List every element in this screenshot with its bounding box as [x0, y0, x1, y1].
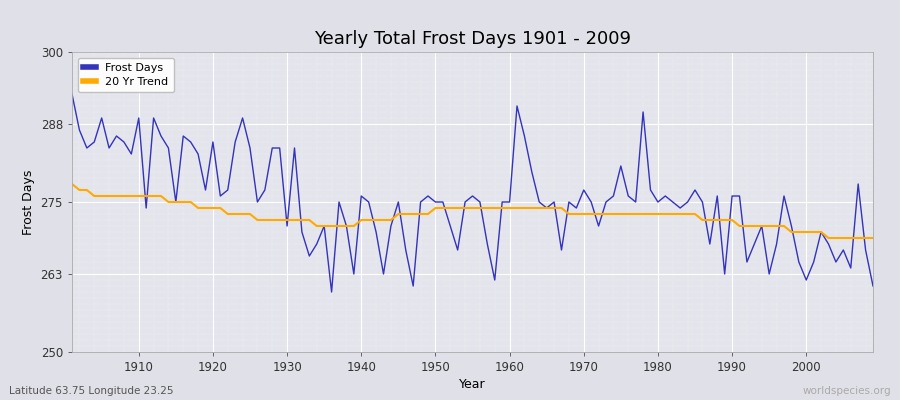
- 20 Yr Trend: [289, 218, 300, 222]
- 20 Yr Trend: [593, 212, 604, 216]
- Frost Days: [289, 146, 300, 150]
- Text: worldspecies.org: worldspecies.org: [803, 386, 891, 396]
- Frost Days: [868, 284, 878, 288]
- 20 Yr Trend: [126, 194, 137, 198]
- 20 Yr Trend: [497, 206, 508, 210]
- 20 Yr Trend: [334, 224, 345, 228]
- Frost Days: [341, 224, 352, 228]
- Y-axis label: Frost Days: Frost Days: [22, 169, 35, 235]
- Frost Days: [600, 200, 611, 204]
- Line: Frost Days: Frost Days: [72, 94, 873, 292]
- 20 Yr Trend: [868, 236, 878, 240]
- 20 Yr Trend: [67, 182, 77, 186]
- X-axis label: Year: Year: [459, 378, 486, 391]
- Frost Days: [126, 152, 137, 156]
- 20 Yr Trend: [824, 236, 834, 240]
- Legend: Frost Days, 20 Yr Trend: Frost Days, 20 Yr Trend: [77, 58, 174, 92]
- Text: Latitude 63.75 Longitude 23.25: Latitude 63.75 Longitude 23.25: [9, 386, 174, 396]
- Line: 20 Yr Trend: 20 Yr Trend: [72, 184, 873, 238]
- Title: Yearly Total Frost Days 1901 - 2009: Yearly Total Frost Days 1901 - 2009: [314, 30, 631, 48]
- 20 Yr Trend: [504, 206, 515, 210]
- Frost Days: [326, 290, 337, 294]
- Frost Days: [511, 104, 522, 108]
- Frost Days: [67, 92, 77, 96]
- Frost Days: [504, 200, 515, 204]
